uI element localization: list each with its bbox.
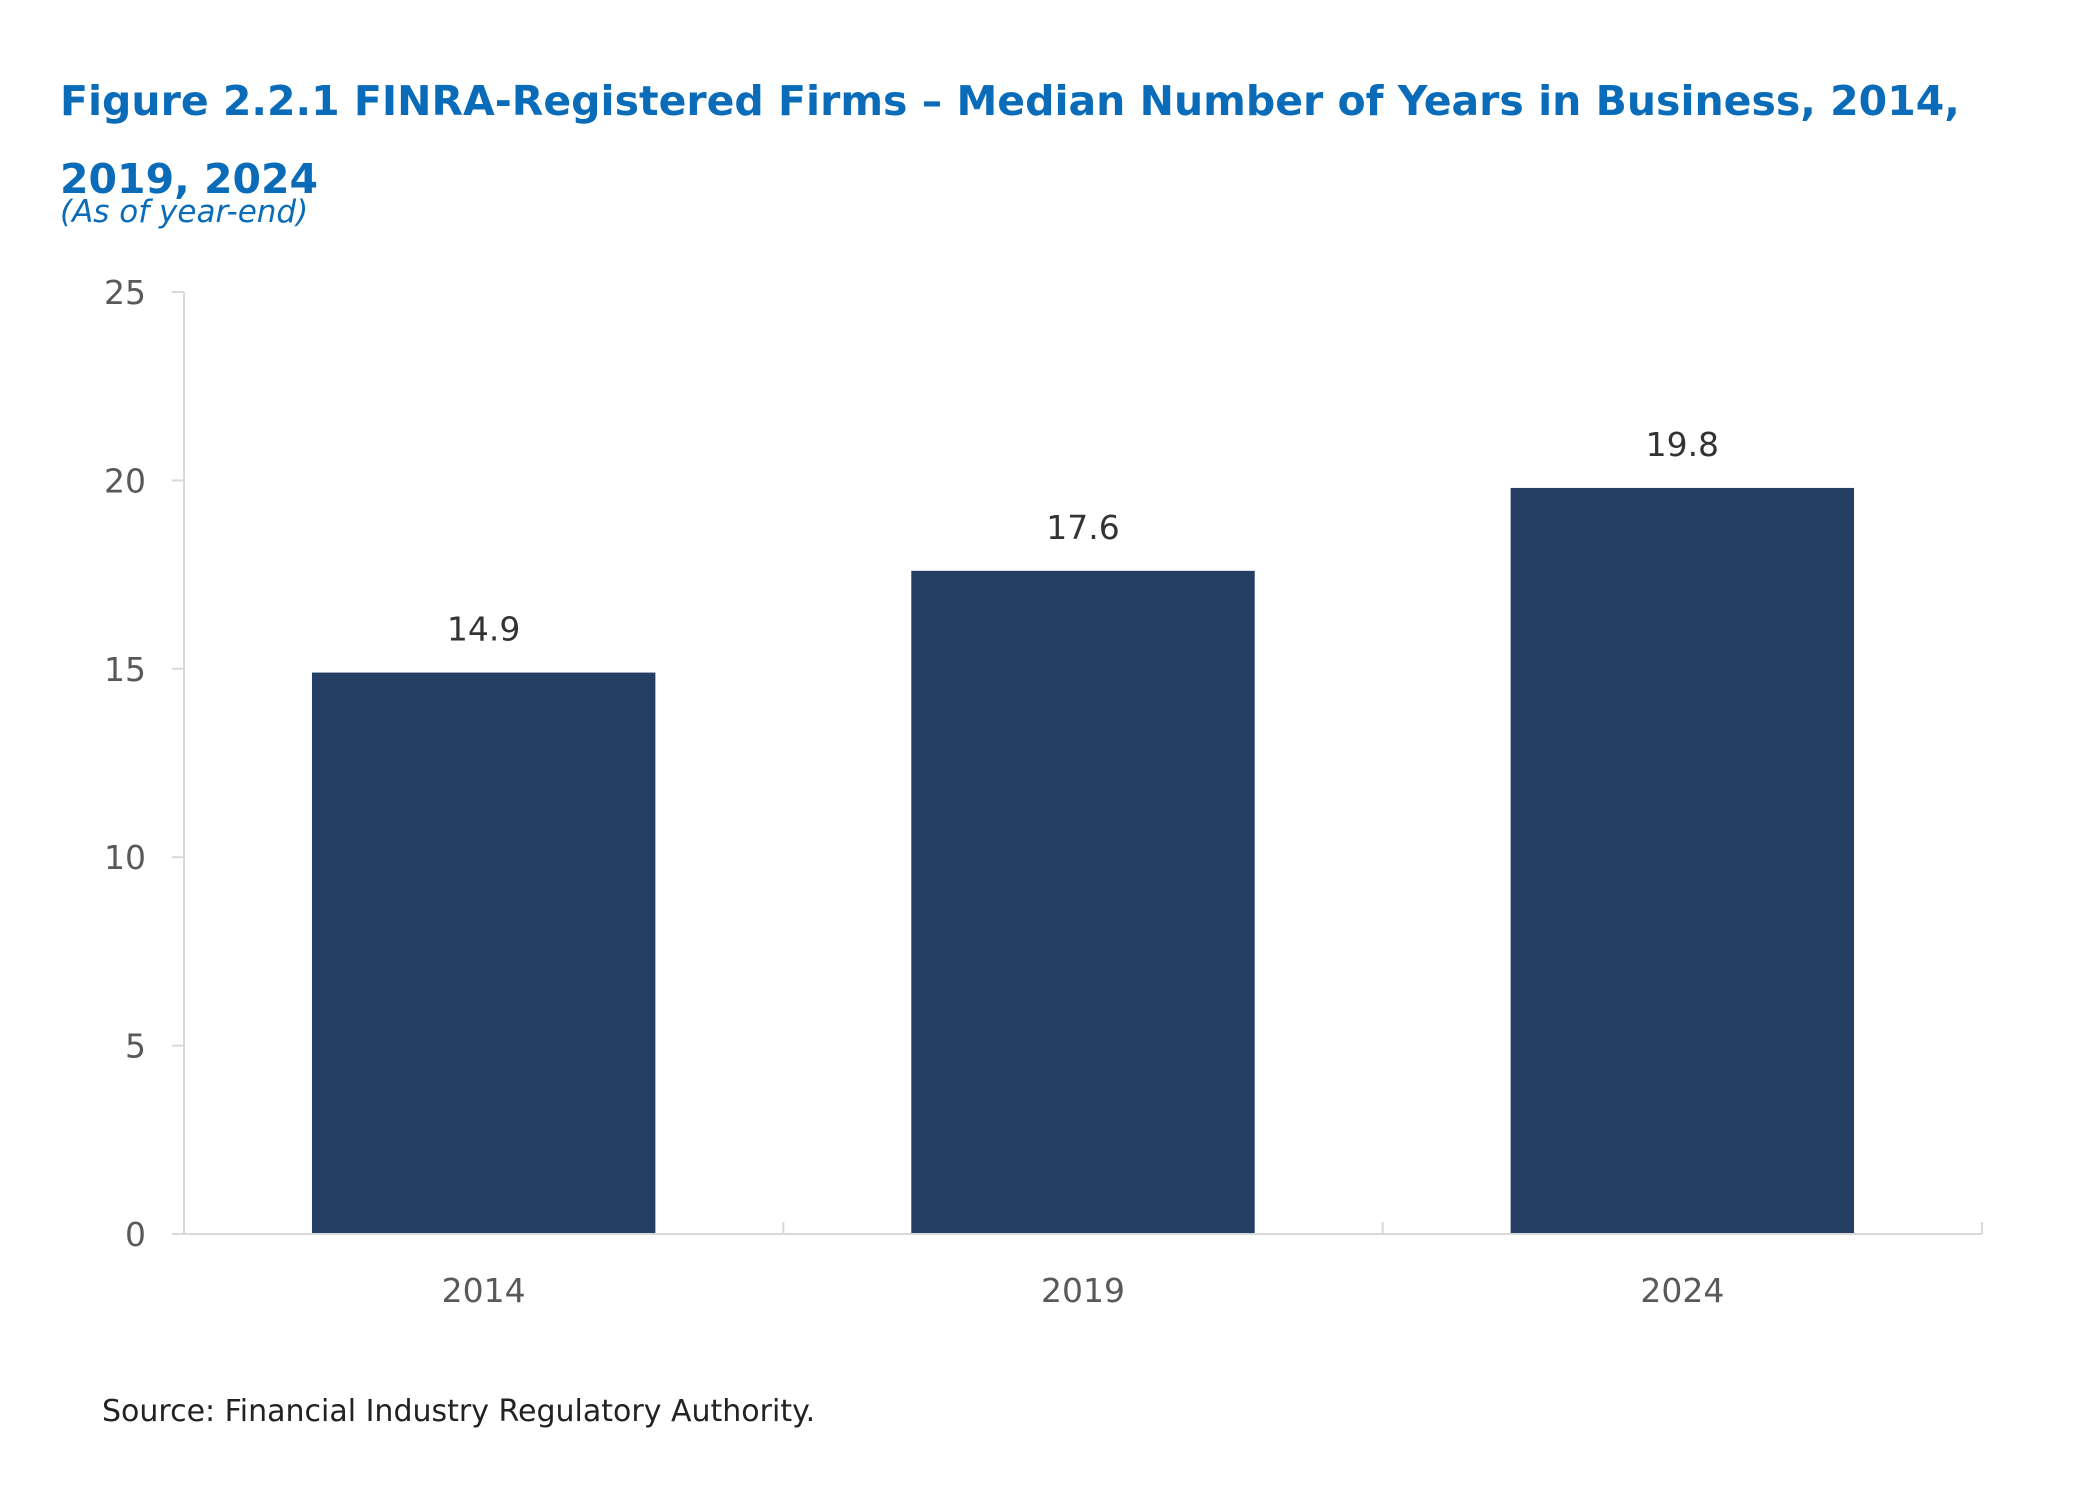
y-tick-label: 10 — [104, 838, 146, 877]
y-tick-label: 5 — [125, 1027, 146, 1066]
bars — [311, 487, 1855, 1234]
y-tick-label: 0 — [125, 1215, 146, 1254]
x-tick-label: 2014 — [442, 1271, 526, 1310]
x-tick-label: 2019 — [1041, 1271, 1125, 1310]
y-tick-label: 15 — [104, 650, 146, 689]
y-tick-label: 25 — [104, 273, 146, 312]
x-tick-label: 2024 — [1640, 1271, 1724, 1310]
data-label-2024: 19.8 — [1646, 425, 1719, 464]
bar-2024 — [1510, 487, 1855, 1234]
source-note: Source: Financial Industry Regulatory Au… — [102, 1394, 816, 1429]
chart-subtitle: (As of year-end) — [60, 194, 309, 230]
data-labels: 14.9 17.6 19.8 — [447, 425, 1719, 649]
bar-2014 — [311, 672, 656, 1234]
y-axis: 0 5 10 15 20 25 — [104, 273, 185, 1254]
y-tick-label: 20 — [104, 461, 146, 500]
bar-2019 — [911, 570, 1255, 1234]
data-label-2014: 14.9 — [447, 610, 520, 649]
x-axis: 2014 2019 2024 — [183, 1222, 1983, 1310]
chart-title: Figure 2.2.1 FINRA-Registered Firms – Me… — [60, 77, 1960, 203]
data-label-2019: 17.6 — [1046, 508, 1119, 547]
